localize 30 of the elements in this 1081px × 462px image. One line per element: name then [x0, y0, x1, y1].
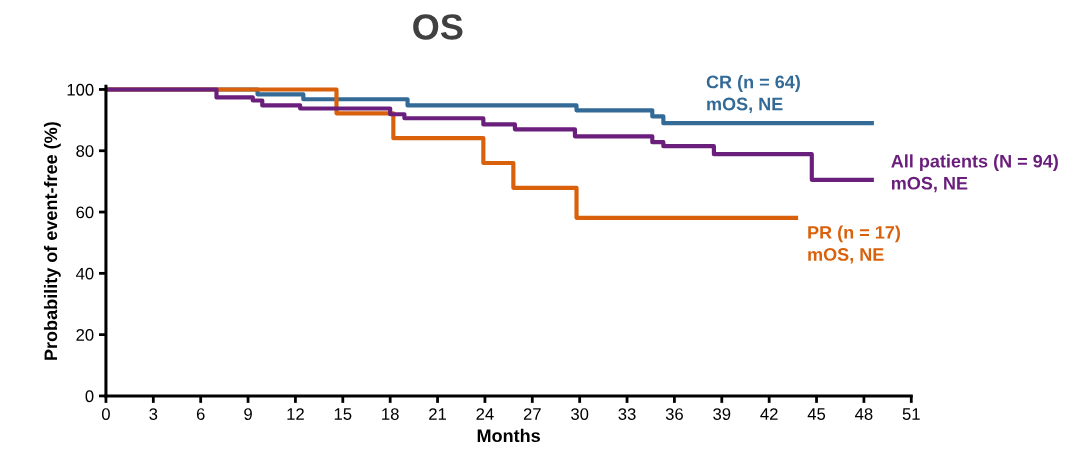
- x-tick-label: 27: [523, 408, 541, 420]
- x-tick-label: 24: [476, 408, 494, 420]
- x-tick-label: 6: [196, 408, 205, 420]
- series-label: PR (n = 17) mOS, NE: [808, 225, 900, 264]
- y-tick-label: 0: [85, 390, 94, 403]
- x-tick-label: 42: [760, 408, 778, 420]
- y-tick-label: 40: [75, 267, 94, 280]
- y-tick-label: 100: [67, 83, 94, 96]
- x-tick-label: 12: [287, 408, 304, 420]
- x-tick-label: 21: [429, 408, 447, 420]
- series-label: CR (n = 64) mOS, NE: [706, 75, 800, 114]
- series-label: All patients (N = 94) mOS, NE: [891, 154, 1058, 193]
- x-tick-label: 45: [807, 408, 826, 420]
- x-tick-label: 48: [855, 408, 873, 420]
- x-tick-label: 15: [334, 408, 352, 420]
- x-tick-label: 51: [902, 408, 920, 420]
- y-axis-title: Probability of event-free (%): [43, 122, 61, 360]
- x-tick-label: 0: [101, 408, 110, 420]
- x-tick-label: 36: [665, 408, 683, 420]
- chart-title: OS: [413, 14, 463, 40]
- x-tick-label: 30: [571, 408, 589, 420]
- x-tick-label: 33: [618, 408, 636, 420]
- y-tick-label: 20: [76, 329, 94, 341]
- y-tick-label: 80: [76, 145, 94, 157]
- x-tick-label: 18: [382, 408, 399, 420]
- x-tick-label: 9: [244, 408, 252, 420]
- x-tick-label: 3: [149, 408, 158, 420]
- x-axis-title: Months: [477, 428, 540, 443]
- x-tick-label: 39: [713, 408, 731, 420]
- y-tick-label: 60: [76, 206, 94, 219]
